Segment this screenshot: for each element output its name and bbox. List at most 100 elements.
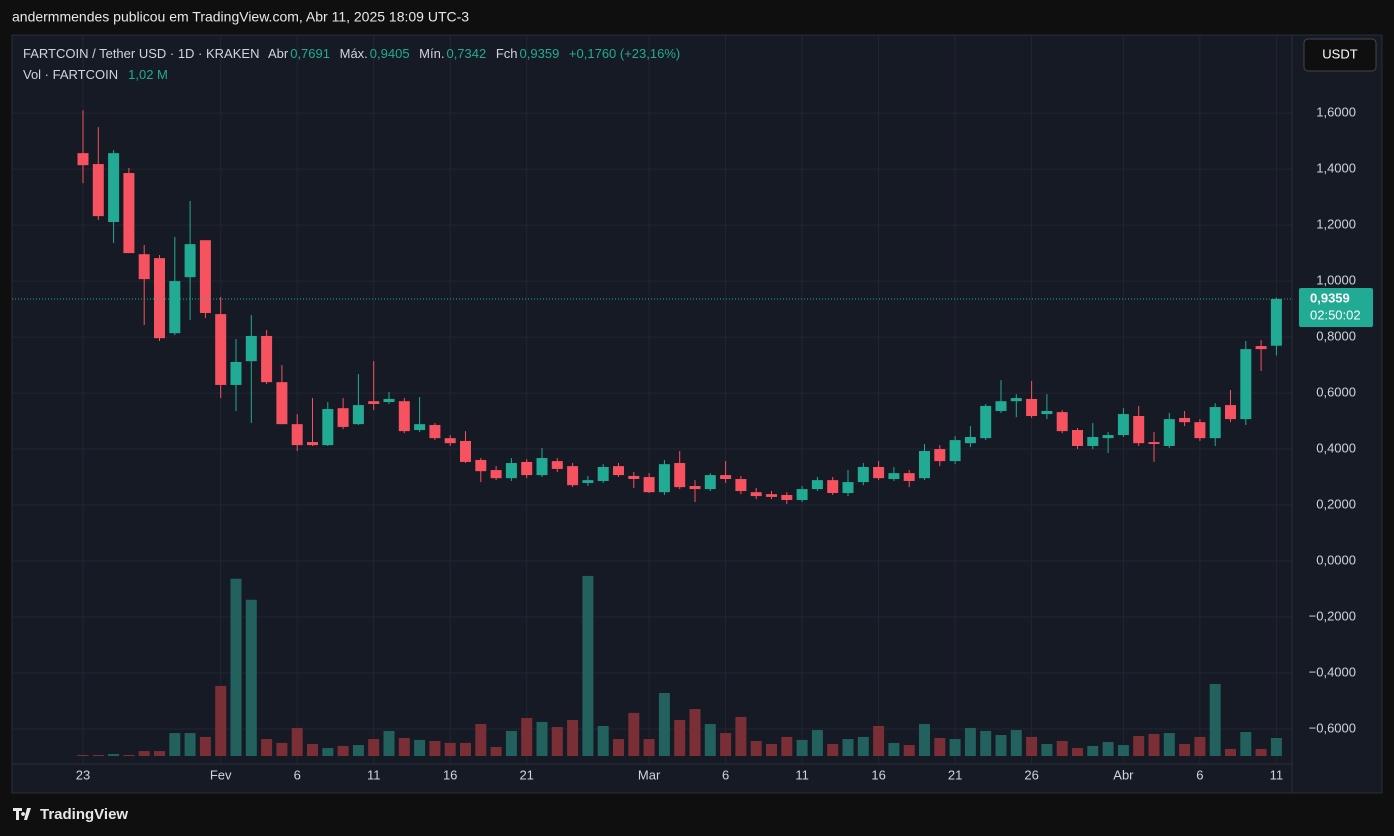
candle-body bbox=[781, 494, 793, 501]
volume-bar bbox=[903, 745, 915, 756]
candle-body bbox=[505, 463, 517, 479]
candle-body bbox=[1056, 412, 1068, 432]
volume-bar bbox=[230, 578, 242, 756]
candle-body bbox=[903, 473, 915, 481]
volume-bar bbox=[964, 727, 976, 756]
high: 0,9405 bbox=[369, 46, 410, 61]
candle-body bbox=[811, 480, 823, 490]
candle-body bbox=[1102, 435, 1114, 439]
volume-bar bbox=[1209, 683, 1221, 756]
candle-body bbox=[444, 438, 456, 444]
candle-body bbox=[704, 475, 716, 490]
y-tick-label: 1,6000 bbox=[1316, 105, 1356, 120]
brand: TradingView bbox=[40, 806, 128, 823]
candle-body bbox=[720, 475, 732, 480]
candle-body bbox=[322, 409, 334, 446]
low: 0,7342 bbox=[446, 46, 487, 61]
chart-panel bbox=[11, 34, 1383, 794]
candle-body bbox=[138, 254, 150, 280]
candle-body bbox=[613, 466, 624, 476]
candle-body bbox=[689, 486, 701, 490]
candle-body bbox=[1255, 346, 1267, 350]
volume-bar bbox=[750, 740, 762, 756]
candle-body bbox=[184, 244, 196, 278]
candle-body bbox=[291, 424, 303, 446]
volume-bar bbox=[184, 733, 196, 756]
candle-body bbox=[888, 473, 900, 480]
candle-body bbox=[919, 451, 930, 479]
candle-body bbox=[1179, 417, 1191, 423]
candle-body bbox=[1270, 299, 1282, 346]
volume-bar bbox=[781, 736, 793, 756]
candle-body bbox=[597, 466, 609, 481]
candle-body bbox=[1072, 430, 1083, 446]
volume-bar bbox=[674, 719, 686, 756]
x-tick-label: 11 bbox=[367, 767, 381, 782]
x-tick-label: 16 bbox=[871, 767, 885, 782]
volume-bar bbox=[1010, 730, 1022, 756]
candle-body bbox=[1163, 419, 1175, 446]
volume-bar bbox=[658, 692, 670, 756]
candle-body bbox=[230, 361, 242, 385]
volume-bar bbox=[980, 730, 992, 756]
volume-bar bbox=[551, 727, 563, 756]
open-label: Abr bbox=[267, 46, 289, 61]
volume-bar bbox=[460, 742, 471, 756]
candle-body bbox=[108, 153, 120, 223]
candle-body bbox=[750, 492, 762, 497]
candle-body bbox=[1117, 414, 1129, 436]
brand-logo bbox=[13, 808, 31, 820]
candle-body bbox=[934, 449, 946, 462]
volume-legend: Vol · FARTCOIN 1,02 M bbox=[23, 67, 174, 82]
candle-body bbox=[674, 463, 686, 488]
volume-bar bbox=[169, 733, 181, 756]
x-tick-label: Fev bbox=[210, 767, 232, 782]
volume-bar bbox=[1072, 748, 1083, 756]
volume-bar bbox=[582, 575, 594, 756]
candle-body bbox=[796, 489, 808, 501]
y-tick-label: 0,8000 bbox=[1316, 329, 1356, 344]
volume-bar bbox=[613, 739, 624, 756]
last-price-tag bbox=[1299, 288, 1373, 328]
candle-body bbox=[1133, 416, 1145, 444]
y-tick-label: −0,6000 bbox=[1309, 720, 1356, 735]
low-label: Mín. bbox=[419, 46, 445, 61]
volume-bar bbox=[689, 709, 701, 756]
candle-body bbox=[276, 382, 288, 425]
candle-body bbox=[582, 480, 594, 483]
volume-bar bbox=[842, 739, 854, 756]
candle-body bbox=[1087, 437, 1099, 446]
volume-bar bbox=[1240, 731, 1252, 756]
y-tick-label: 1,2000 bbox=[1316, 217, 1356, 232]
volume-bar bbox=[1056, 740, 1068, 756]
volume-bar bbox=[949, 739, 961, 756]
volume-bar bbox=[995, 734, 1007, 756]
currency-button-label[interactable]: USDT bbox=[1322, 46, 1357, 61]
published-by: andermmendes publicou em TradingView.com… bbox=[12, 9, 469, 25]
volume-bar bbox=[1087, 745, 1099, 756]
volume-bar bbox=[92, 754, 104, 756]
candle-body bbox=[628, 475, 640, 480]
volume-bar bbox=[873, 725, 885, 756]
x-tick-label: 23 bbox=[76, 767, 90, 782]
x-tick-label: 16 bbox=[443, 767, 457, 782]
volume-bar bbox=[888, 742, 900, 756]
volume-bar bbox=[307, 743, 318, 756]
volume-bar bbox=[398, 737, 410, 756]
x-tick-label: 6 bbox=[1196, 767, 1203, 782]
volume-bar bbox=[123, 754, 135, 756]
candle-body bbox=[827, 480, 839, 494]
candle-body bbox=[414, 424, 426, 431]
currency-button[interactable] bbox=[1303, 38, 1377, 72]
candle-body bbox=[245, 335, 257, 362]
x-tick-label: 21 bbox=[519, 767, 533, 782]
candle-body bbox=[154, 258, 165, 339]
candle-body bbox=[949, 440, 961, 462]
volume-bar bbox=[827, 743, 839, 756]
candle-body bbox=[199, 240, 211, 313]
volume-bar bbox=[628, 712, 640, 756]
volume-bar bbox=[1133, 736, 1145, 756]
close-label: Fch bbox=[495, 46, 518, 61]
volume-bar bbox=[1148, 733, 1160, 756]
candles bbox=[12, 110, 1292, 504]
